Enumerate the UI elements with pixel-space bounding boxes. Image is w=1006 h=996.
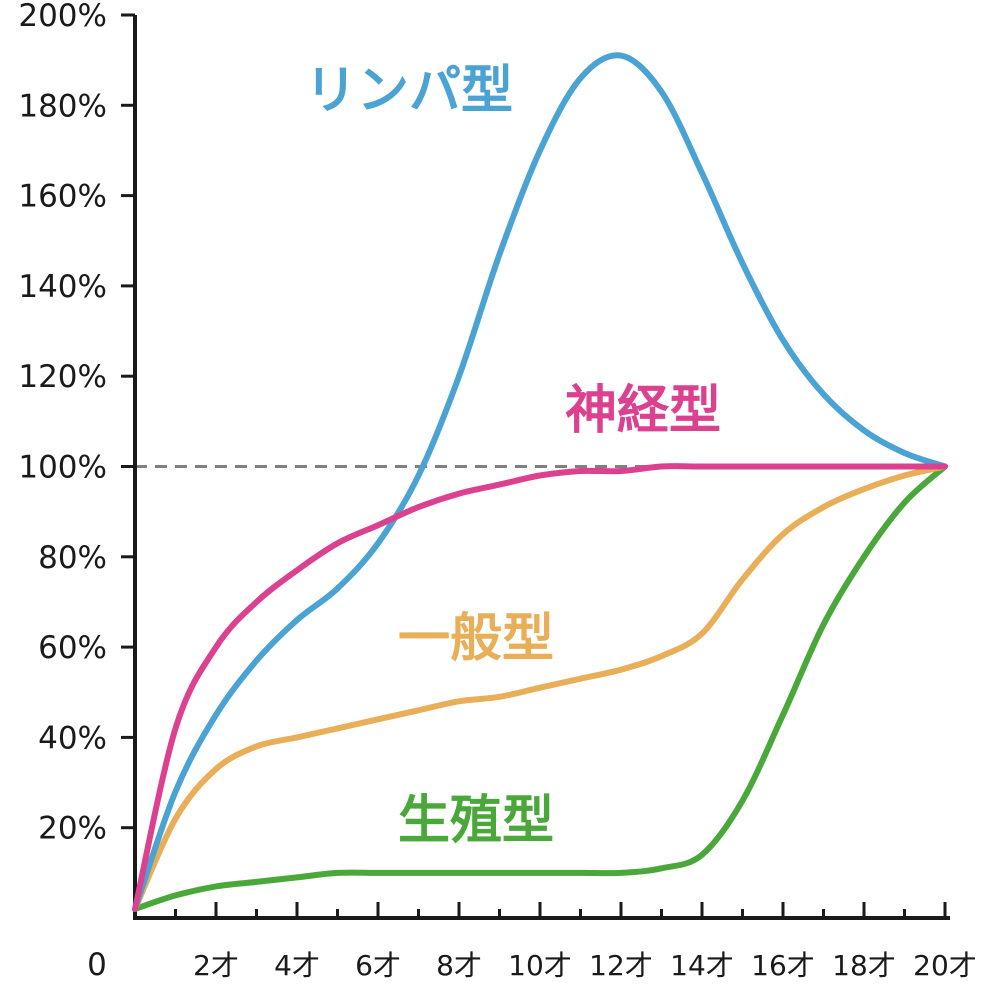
- series-line-reproductive: [132, 463, 948, 912]
- x-tick-label: 16才: [751, 949, 815, 982]
- x-tick-label: 12才: [589, 949, 653, 982]
- x-tick-label: 10才: [508, 949, 572, 982]
- series-label-neural: 神経型: [565, 381, 721, 441]
- series-line-neural: [132, 463, 948, 912]
- series-lines: [132, 52, 948, 912]
- x-tick-label: 4才: [274, 949, 320, 982]
- series-label-general: 一般型: [398, 609, 554, 669]
- x-tick-label: 18才: [832, 949, 896, 982]
- series-label-lymphoid: リンパ型: [305, 61, 513, 121]
- ticks: 20% 40% 60% 80% 100% 120% 140% 160% 180% 200% 2才 4才…: [18, 0, 976, 982]
- x-origin-label: 0: [87, 947, 107, 983]
- y-tick-label: 60%: [38, 630, 107, 666]
- x-tick-label: 6才: [355, 949, 401, 982]
- series-line-lymphoid: [132, 52, 948, 912]
- y-tick-label: 120%: [18, 359, 107, 395]
- x-tick-label: 8才: [436, 949, 482, 982]
- x-tick-label: 14才: [670, 949, 734, 982]
- labels: 0 リンパ型 神経型 一般型 生殖型: [87, 61, 721, 983]
- y-tick-label: 140%: [18, 269, 107, 305]
- series-line-general: [132, 463, 948, 912]
- y-tick-label: 100%: [18, 450, 107, 486]
- y-tick-label: 160%: [18, 179, 107, 215]
- y-tick-label: 40%: [38, 720, 107, 756]
- y-tick-label: 180%: [18, 88, 107, 124]
- x-tick-label: 2才: [193, 949, 239, 982]
- y-tick-label: 200%: [18, 0, 107, 34]
- y-tick-label: 20%: [38, 811, 107, 847]
- series-label-reproductive: 生殖型: [398, 791, 554, 851]
- y-tick-label: 80%: [38, 540, 107, 576]
- x-tick-label: 20才: [913, 949, 977, 982]
